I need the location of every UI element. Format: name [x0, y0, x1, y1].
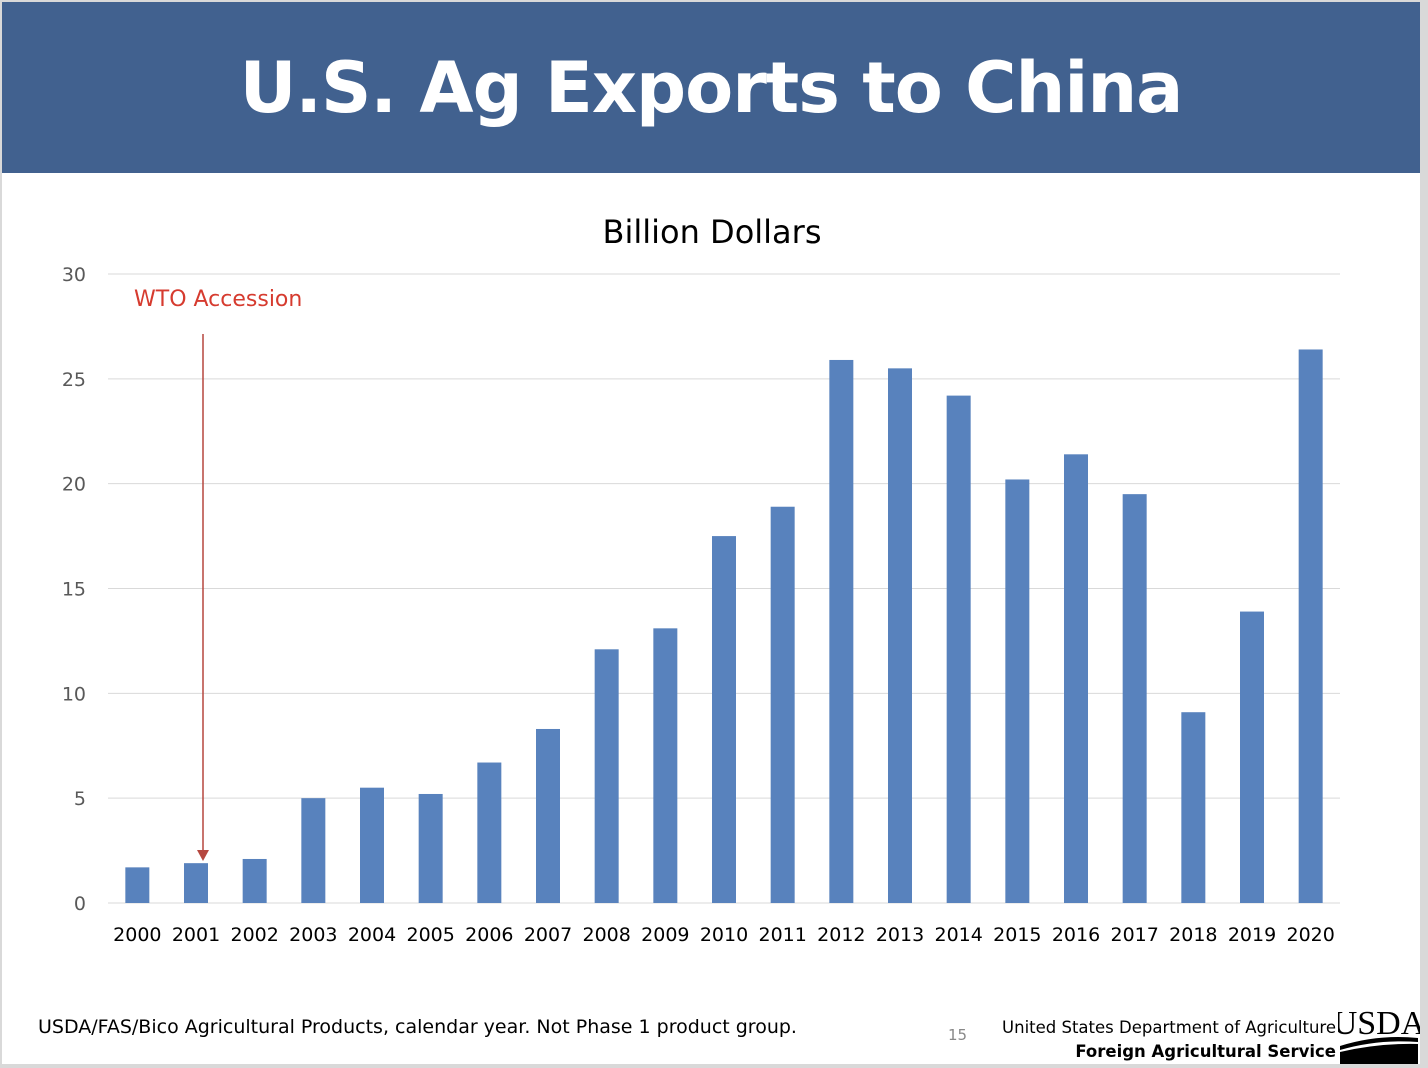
agency-name: Foreign Agricultural Service — [1075, 1042, 1336, 1061]
bar-2000 — [125, 867, 150, 903]
bar-2018 — [1181, 712, 1206, 903]
page-number: 15 — [948, 1026, 968, 1044]
y-tick-label: 25 — [62, 369, 86, 391]
x-tick-label: 2010 — [700, 924, 748, 946]
x-tick-label: 2018 — [1169, 924, 1217, 946]
x-tick-label: 2009 — [641, 924, 689, 946]
bar-2009 — [653, 628, 678, 903]
slide-title: U.S. Ag Exports to China — [239, 46, 1184, 129]
x-tick-label: 2012 — [817, 924, 865, 946]
x-tick-label: 2014 — [934, 924, 982, 946]
y-tick-label: 15 — [62, 579, 86, 601]
x-tick-label: 2003 — [289, 924, 337, 946]
agency-credit: United States Department of Agriculture … — [1002, 1016, 1336, 1064]
bar-2005 — [418, 793, 443, 903]
annotation-label: WTO Accession — [134, 287, 302, 312]
y-tick-label: 20 — [62, 474, 86, 496]
bar-2019 — [1240, 611, 1264, 903]
bar-2002 — [242, 858, 267, 903]
x-tick-label: 2017 — [1110, 924, 1158, 946]
y-tick-label: 10 — [62, 683, 86, 705]
department-name: United States Department of Agriculture — [1002, 1018, 1336, 1037]
bar-2007 — [536, 728, 560, 903]
x-tick-label: 2002 — [230, 924, 278, 946]
bar-2004 — [360, 787, 384, 903]
x-tick-label: 2000 — [113, 924, 161, 946]
x-tick-label: 2006 — [465, 924, 513, 946]
bar-2008 — [594, 649, 619, 903]
bar-2015 — [1005, 479, 1030, 903]
x-tick-label: 2008 — [582, 924, 630, 946]
title-banner: U.S. Ag Exports to China — [2, 2, 1420, 173]
x-tick-label: 2005 — [406, 924, 454, 946]
bar-2012 — [829, 359, 854, 903]
y-tick-label: 30 — [62, 264, 86, 286]
x-tick-label: 2013 — [876, 924, 924, 946]
bar-2016 — [1064, 454, 1088, 903]
x-tick-label: 2016 — [1052, 924, 1100, 946]
source-note: USDA/FAS/Bico Agricultural Products, cal… — [38, 1016, 797, 1038]
x-tick-label: 2004 — [348, 924, 396, 946]
bar-2013 — [888, 368, 912, 904]
usda-logo: USDA — [1338, 1006, 1420, 1064]
annotation-arrowhead-icon — [197, 850, 209, 861]
bar-chart: Billion Dollars 0 5 10 15 20 25 30 2000 2001 200… — [62, 213, 1340, 946]
bar-2014 — [946, 395, 971, 903]
y-tick-label: 0 — [74, 893, 86, 915]
bar-2017 — [1122, 494, 1147, 903]
bar-2006 — [477, 762, 502, 903]
svg-text:USDA: USDA — [1338, 1006, 1420, 1042]
bar-2020 — [1298, 349, 1323, 904]
x-tick-label: 2015 — [993, 924, 1041, 946]
bar-2001 — [184, 863, 208, 903]
x-tick-label: 2020 — [1286, 924, 1334, 946]
bar-2010 — [712, 536, 736, 903]
bar-2011 — [770, 506, 795, 903]
chart-title: Billion Dollars — [603, 213, 822, 251]
x-tick-label: 2011 — [758, 924, 806, 946]
bar-2003 — [301, 798, 326, 903]
x-tick-label: 2019 — [1228, 924, 1276, 946]
y-tick-label: 5 — [74, 788, 86, 810]
x-tick-label: 2001 — [172, 924, 220, 946]
x-tick-label: 2007 — [524, 924, 572, 946]
